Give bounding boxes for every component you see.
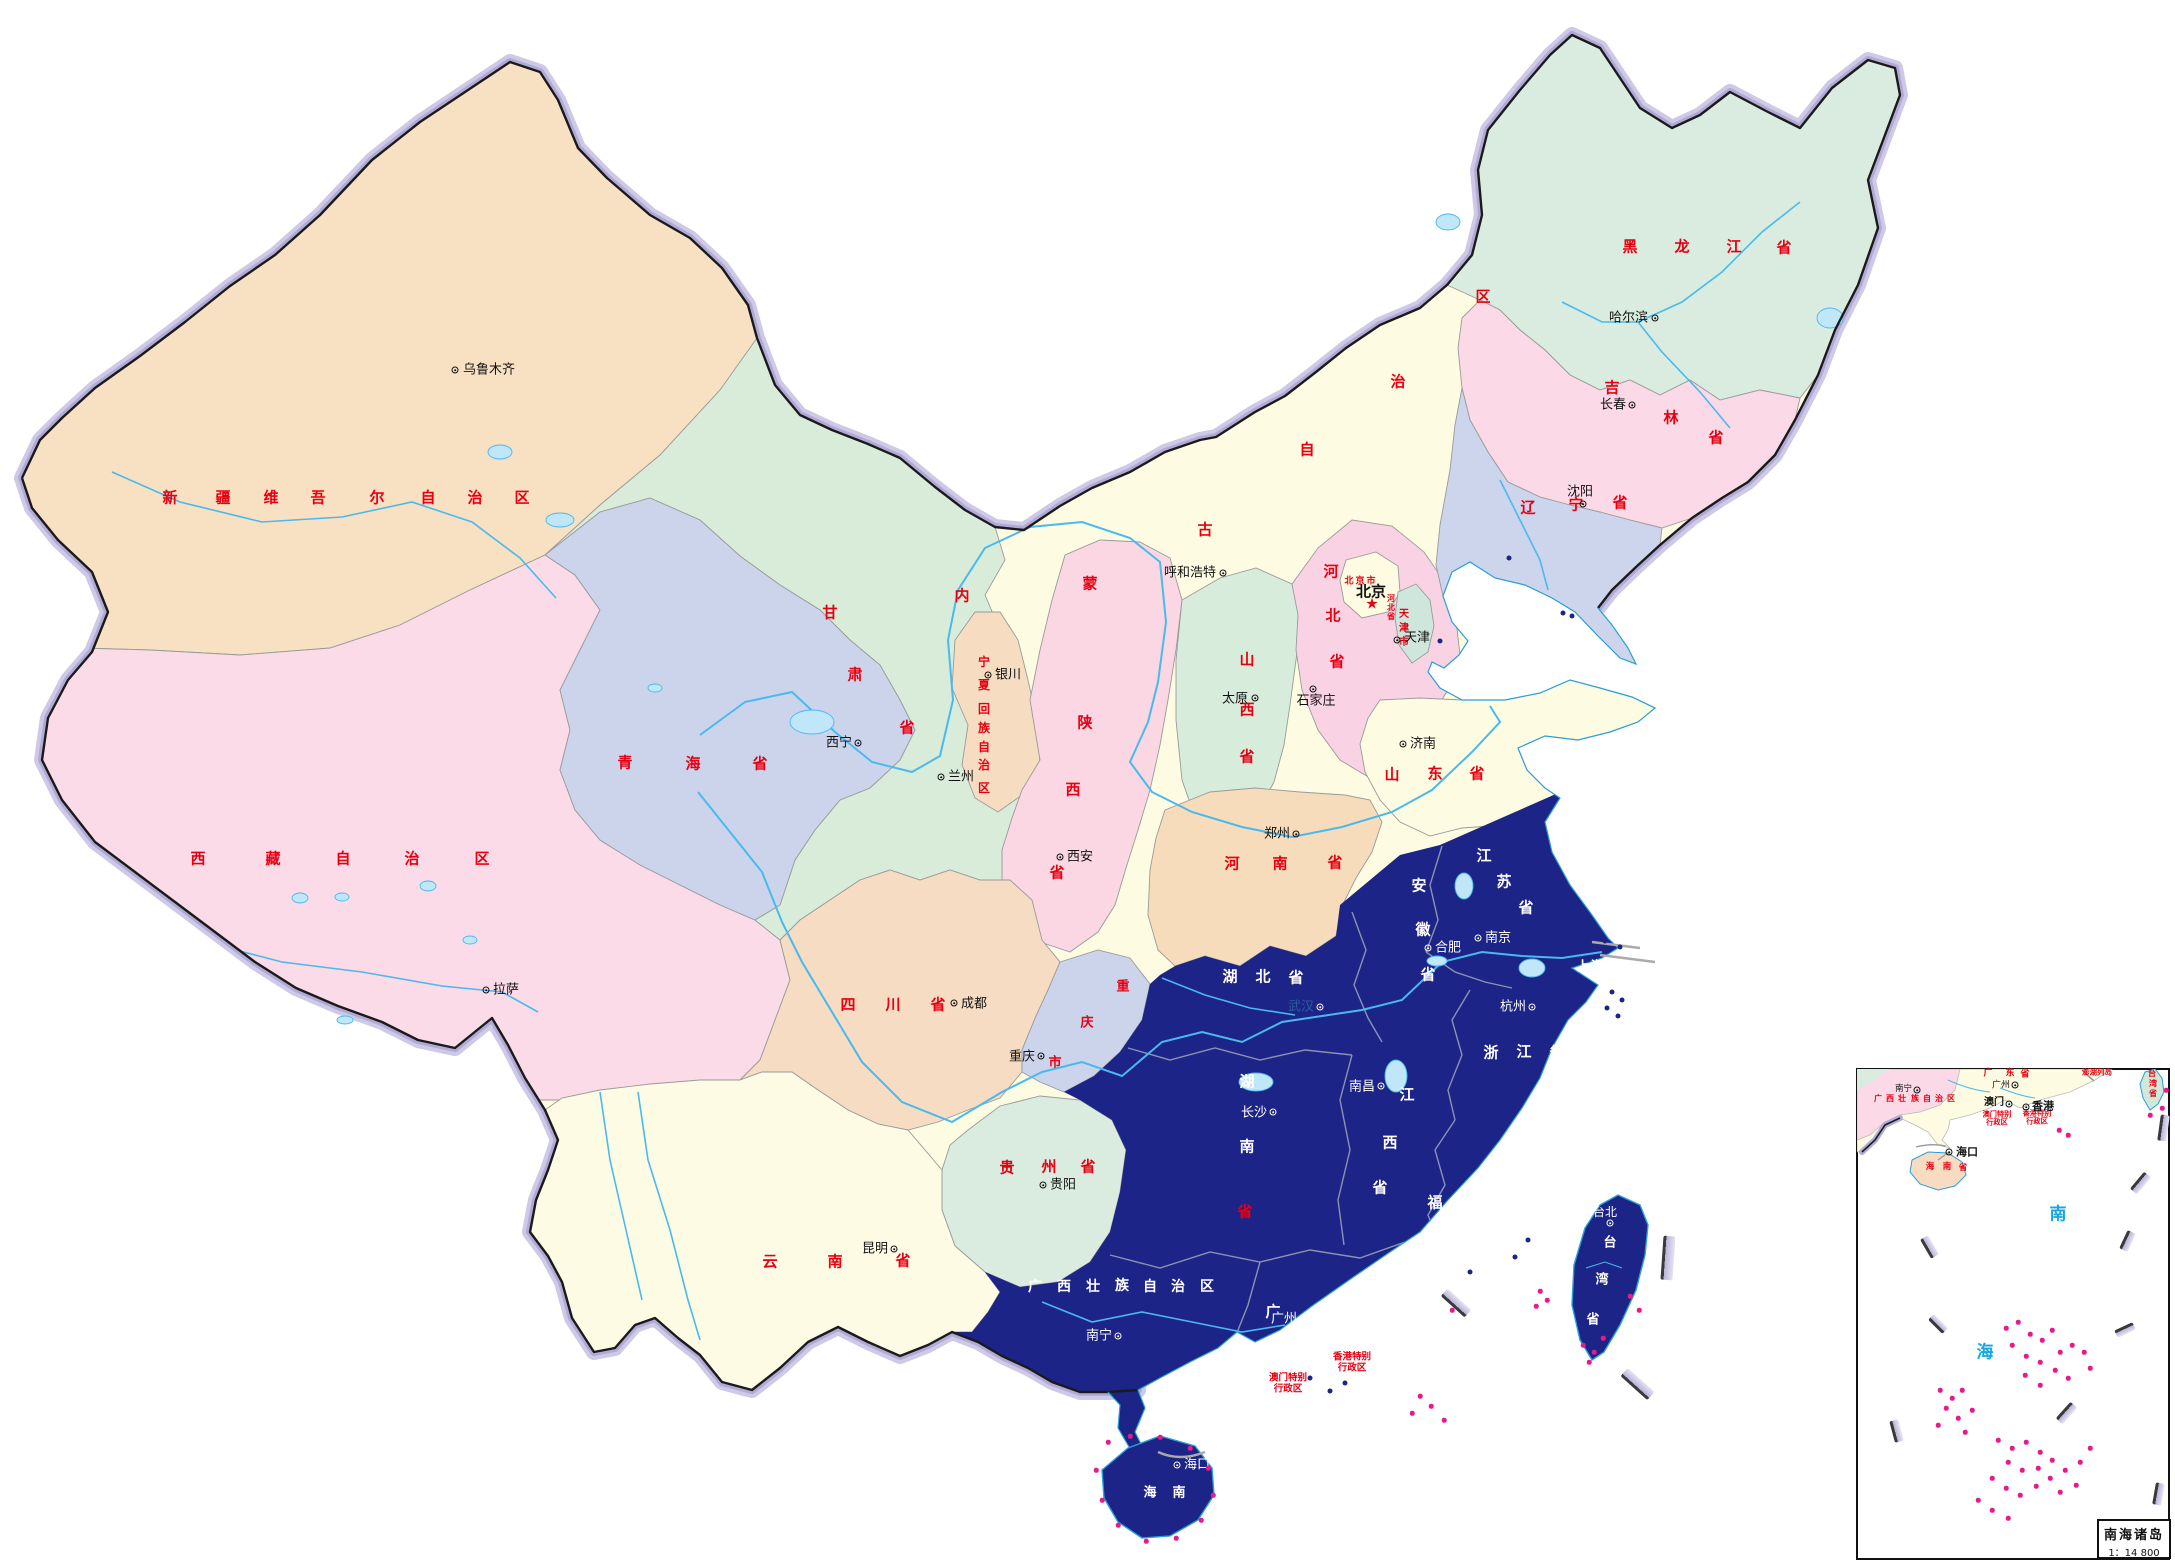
coastline <box>1107 561 1657 1460</box>
region-taiwan-island <box>1571 1194 1649 1361</box>
region-shanxi <box>1175 567 1303 841</box>
region-qinghai <box>544 497 916 921</box>
region-beijing <box>1339 551 1401 619</box>
lakes <box>291 213 1844 1093</box>
rivers <box>111 201 1801 1341</box>
inset-title-box: 南海诸岛 1：14 800 000 <box>2097 1519 2171 1560</box>
region-hainan-island <box>1101 1435 1215 1539</box>
inset-scale: 1：14 800 000 <box>2108 1548 2160 1560</box>
south-china-sea-inset <box>1856 1068 2170 1560</box>
national-border <box>20 33 1902 1394</box>
channel-marks <box>1157 940 1656 1459</box>
inset-title: 南海诸岛 <box>2103 1528 2164 1543</box>
region-shandong <box>1359 679 1656 837</box>
region-tianjin <box>1394 583 1435 664</box>
